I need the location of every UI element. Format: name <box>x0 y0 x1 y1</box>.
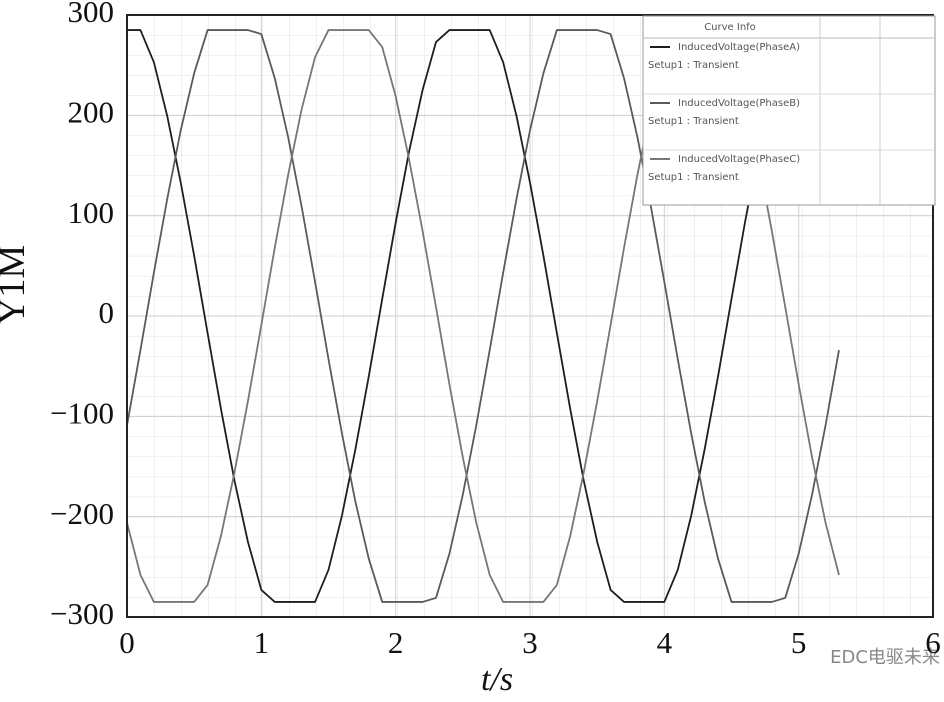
watermark: EDC电驱未来 <box>830 647 940 668</box>
x-tick-label: 5 <box>791 625 807 660</box>
y-tick-label: −100 <box>50 395 114 430</box>
series-line <box>127 29 839 603</box>
x-tick-label: 0 <box>119 625 135 660</box>
x-axis-label: t/s <box>481 661 513 698</box>
y-tick-label: 100 <box>68 195 115 230</box>
legend-entry: InducedVoltage(PhaseC) <box>678 154 800 165</box>
legend-entry: InducedVoltage(PhaseA) <box>678 42 800 53</box>
x-tick-label: 1 <box>254 625 270 660</box>
x-tick-label: 2 <box>388 625 404 660</box>
x-tick-label: 4 <box>657 625 673 660</box>
legend-title: Curve Info <box>704 22 756 33</box>
series-line <box>126 29 840 603</box>
x-tick-label: 3 <box>522 625 538 660</box>
legend-entry: InducedVoltage(PhaseB) <box>678 98 800 109</box>
y-tick-label: −200 <box>50 496 114 531</box>
legend: Curve Info InducedVoltage(PhaseA) Setup1 … <box>642 15 936 206</box>
y-tick-label: 200 <box>68 94 115 129</box>
legend-note: Setup1 : Transient <box>648 60 739 71</box>
legend-box <box>642 15 936 206</box>
y-tick-label: −300 <box>50 596 114 631</box>
y-axis-label: Y1M <box>0 245 33 325</box>
plot-frame <box>126 14 934 618</box>
legend-note: Setup1 : Transient <box>648 172 739 183</box>
legend-note: Setup1 : Transient <box>648 116 739 127</box>
y-tick-label: 0 <box>99 295 115 330</box>
x-tick-label: 6 <box>925 625 941 660</box>
y-tick-label: 300 <box>68 0 115 29</box>
